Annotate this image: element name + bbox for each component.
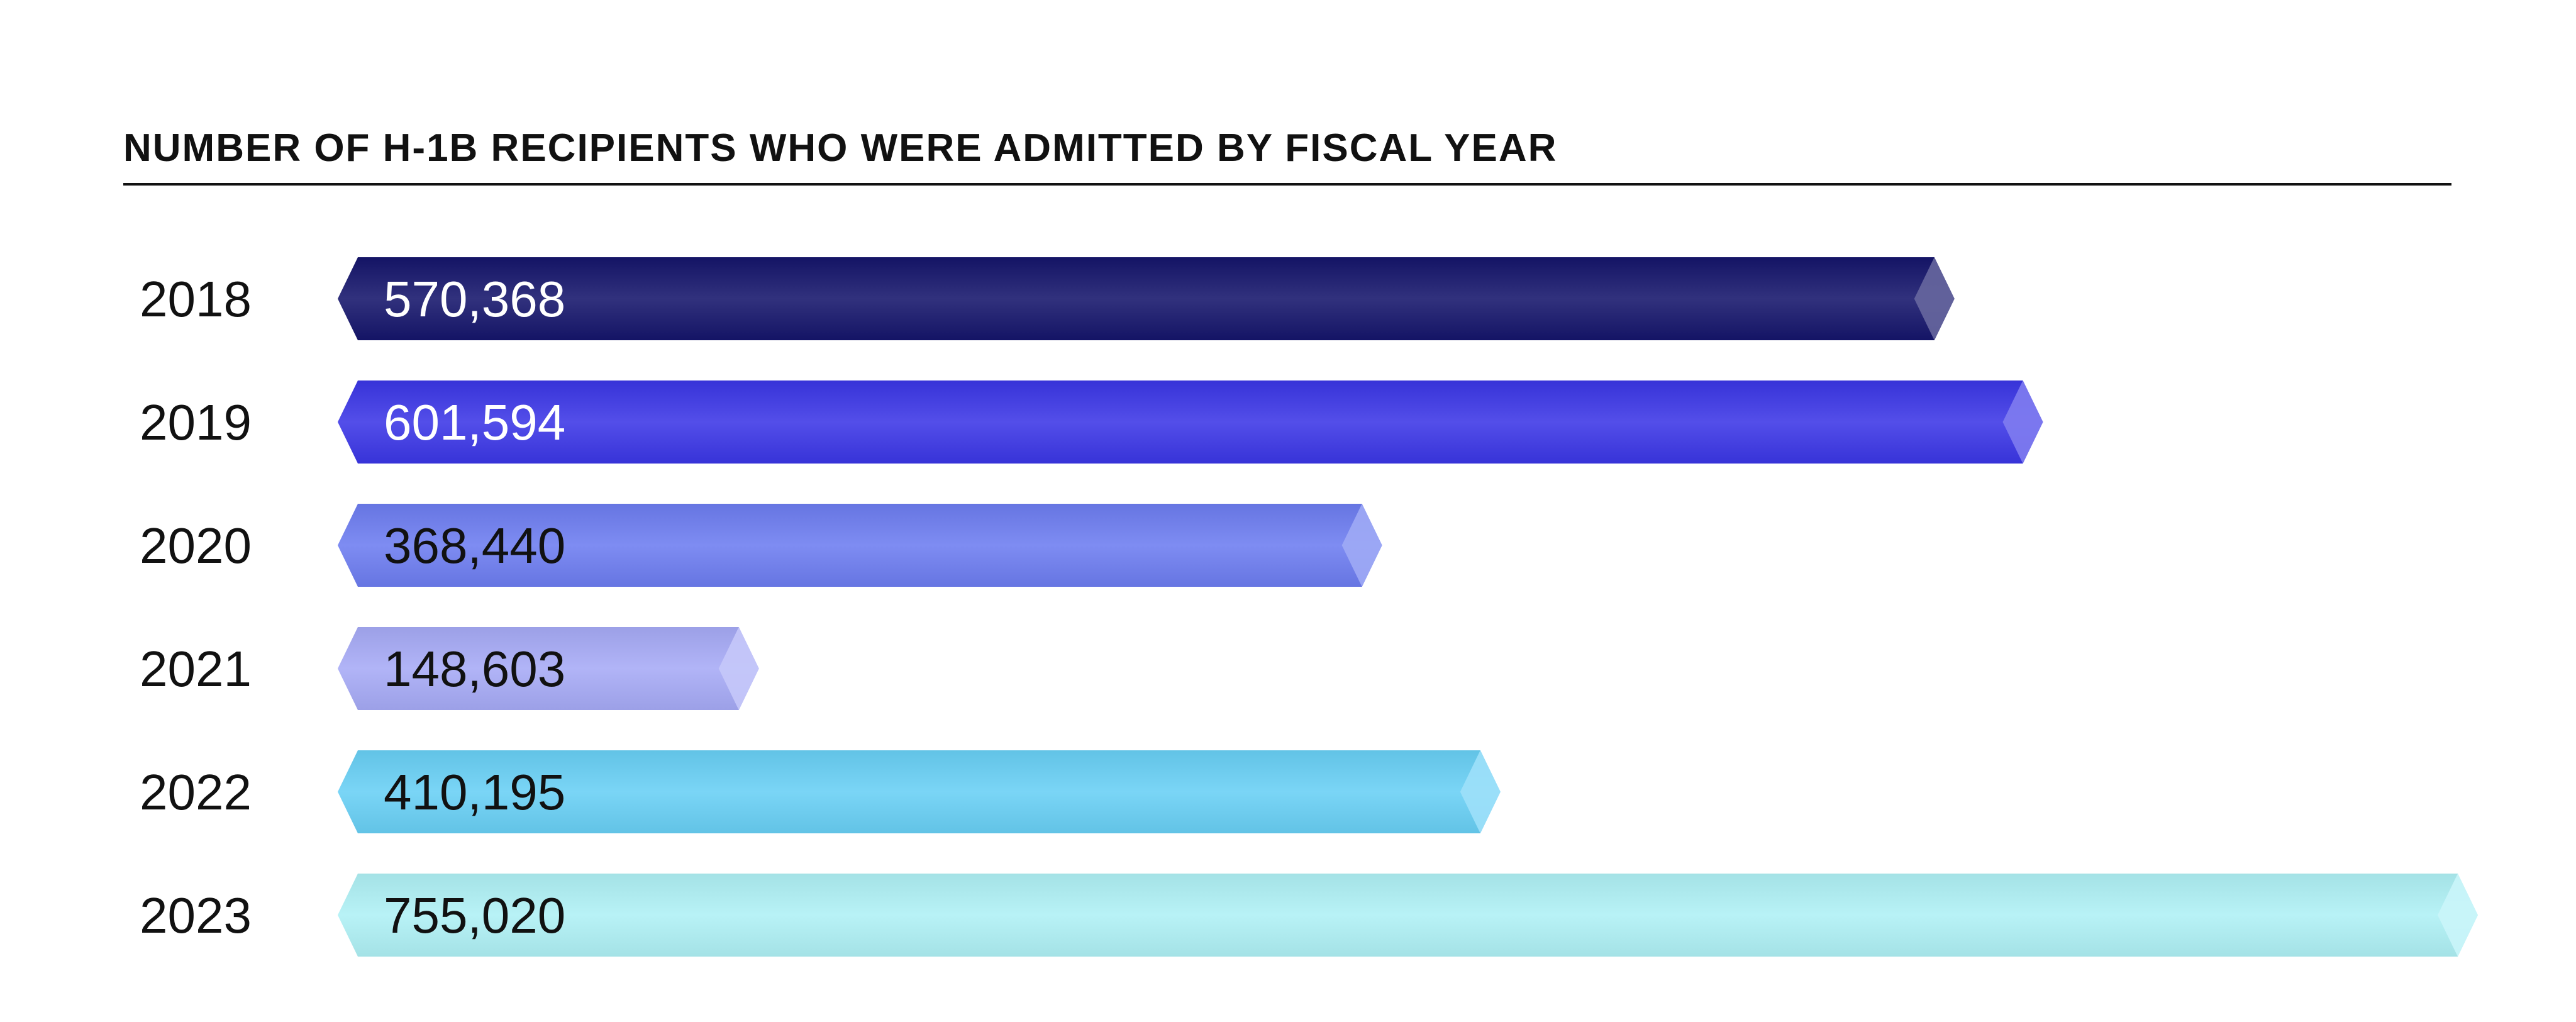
year-label-2023: 2023 xyxy=(140,887,252,943)
bar-cap-2019 xyxy=(2002,380,2043,464)
bar-cap-2018 xyxy=(1914,257,1955,340)
value-label-2021: 148,603 xyxy=(384,641,565,697)
bar-cap-2023 xyxy=(2438,874,2478,957)
value-label-2023: 755,020 xyxy=(384,887,565,943)
value-label-2019: 601,594 xyxy=(384,394,565,450)
bar-cap-2021 xyxy=(718,627,759,710)
year-label-2020: 2020 xyxy=(140,518,252,574)
bar-cap-2020 xyxy=(1341,504,1382,587)
year-label-2021: 2021 xyxy=(140,641,252,697)
bars-group: 2018 570,368 2019 601,594 2020 368,440 2021 148… xyxy=(140,257,2478,957)
bar-2022 xyxy=(338,750,1501,833)
bar-cap-2022 xyxy=(1460,750,1501,833)
chart-title: NUMBER OF H-1B RECIPIENTS WHO WERE ADMIT… xyxy=(123,126,1558,170)
year-label-2019: 2019 xyxy=(140,394,252,450)
value-label-2018: 570,368 xyxy=(384,271,565,327)
bar-2023 xyxy=(338,874,2478,957)
value-label-2020: 368,440 xyxy=(384,518,565,574)
value-label-2022: 410,195 xyxy=(384,764,565,820)
title-divider xyxy=(123,183,2451,186)
bar-2020 xyxy=(338,504,1382,587)
year-label-2018: 2018 xyxy=(140,271,252,327)
year-label-2022: 2022 xyxy=(140,764,252,820)
bar-2019 xyxy=(338,380,2043,464)
bar-2018 xyxy=(338,257,1955,340)
bar-2021 xyxy=(338,627,759,710)
